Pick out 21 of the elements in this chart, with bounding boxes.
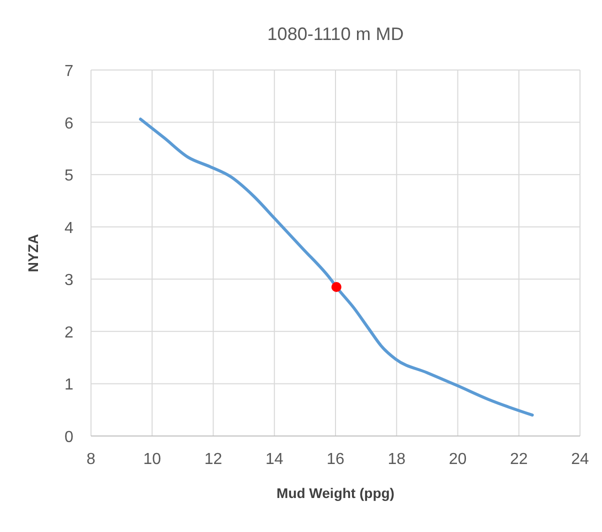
x-tick-label: 14	[265, 451, 284, 468]
y-tick-label: 7	[64, 63, 74, 80]
y-tick-label: 4	[64, 220, 74, 237]
y-tick-label: 5	[64, 168, 74, 185]
x-axis-title: Mud Weight (ppg)	[276, 485, 394, 501]
x-tick-label: 18	[388, 451, 406, 468]
y-tick-label: 1	[64, 376, 74, 394]
x-tick-label: 20	[448, 451, 467, 468]
x-tick-label: 8	[86, 451, 96, 468]
x-tick-label: 16	[326, 451, 344, 468]
y-tick-label: 0	[64, 429, 74, 446]
x-tick-label: 22	[510, 451, 528, 468]
y-tick-label: 3	[64, 272, 74, 290]
y-tick-label: 2	[64, 324, 74, 342]
line-series	[139, 118, 534, 417]
y-axis-title: NYZA	[25, 234, 41, 272]
x-tick-label: 12	[204, 451, 222, 468]
y-tick-label: 6	[64, 115, 74, 132]
x-tick-label: 24	[571, 451, 589, 468]
chart-title: 1080-1110 m MD	[267, 24, 404, 44]
x-tick-label: 10	[143, 451, 162, 468]
